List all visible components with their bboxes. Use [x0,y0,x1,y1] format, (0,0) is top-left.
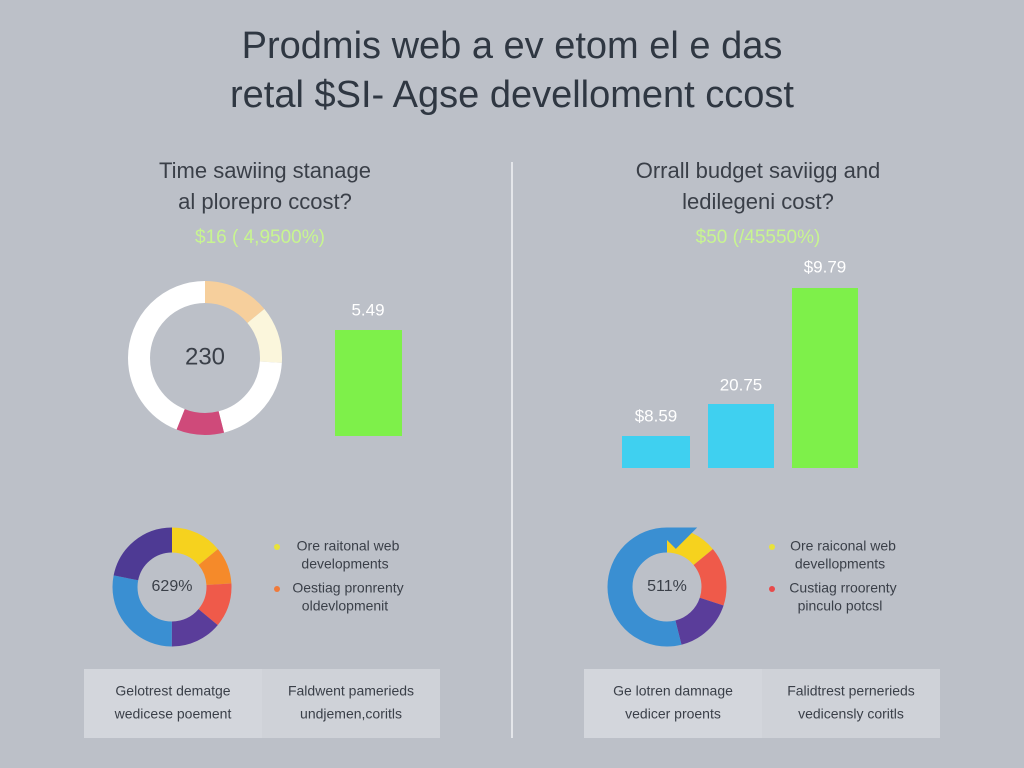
donut-segment [128,281,282,435]
donut-segment [112,527,232,647]
bar-label: $9.79 [804,257,847,276]
legend-dot [769,544,775,550]
legend-text: Custiag rroorenty [789,580,896,596]
info-box [262,669,440,738]
bar [708,404,774,468]
donut-center-label: 511% [647,578,687,595]
donut-segment [112,527,232,647]
info-box [84,669,262,738]
legend-text: Ore raiconal web [790,538,896,554]
donut-center-label: 230 [185,343,225,370]
donut-segment [607,527,727,647]
bar [335,330,402,436]
box-text: Faldwent pamerieds [288,683,414,699]
bar-label: 5.49 [351,300,384,319]
title-line: retal $SI- Agse develloment ccost [230,74,794,116]
info-box [584,669,762,738]
highlight: $50 (/45550%) [696,227,821,248]
legend-text: Oestiag pronrenty [292,580,403,596]
bar-label: 20.75 [720,375,763,394]
box-text: vedicer proents [625,706,721,722]
bar-label: $8.59 [635,406,678,425]
legend-text: developments [301,556,388,572]
title-line: Prodmis web a ev etom el e das [242,25,783,67]
donut-segment [112,527,232,647]
heading: Time sawiing stanage [159,158,371,183]
legend-text: pinculo potcsl [798,598,883,614]
box-text: undjemen,coritls [300,706,402,722]
legend-dot [274,544,280,550]
box-text: Ge lotren damnage [613,683,733,699]
donut-segment [607,527,727,647]
legend-text: oldevlopmenit [302,598,388,614]
box-text: Falidtrest pernerieds [787,683,915,699]
donut-segment [128,281,282,435]
legend-text: devellopments [795,556,885,572]
box-text: vedicensly coritls [798,706,904,722]
legend-dot [274,586,280,592]
highlight: $16 ( 4,9500%) [195,227,325,248]
donut-segment [128,281,282,435]
donut-segment [112,527,232,647]
info-box [762,669,940,738]
heading: ledilegeni cost? [682,189,834,214]
heading: Orrall budget saviigg and [636,158,881,183]
legend-text: Ore raitonal web [297,538,400,554]
box-text: wedicese poement [114,706,232,722]
bar [792,288,858,468]
legend-dot [769,586,775,592]
box-text: Gelotrest dematge [115,683,230,699]
donut-center-label: 629% [152,578,193,595]
bar [622,436,690,468]
heading: al plorepro ccost? [178,189,352,214]
